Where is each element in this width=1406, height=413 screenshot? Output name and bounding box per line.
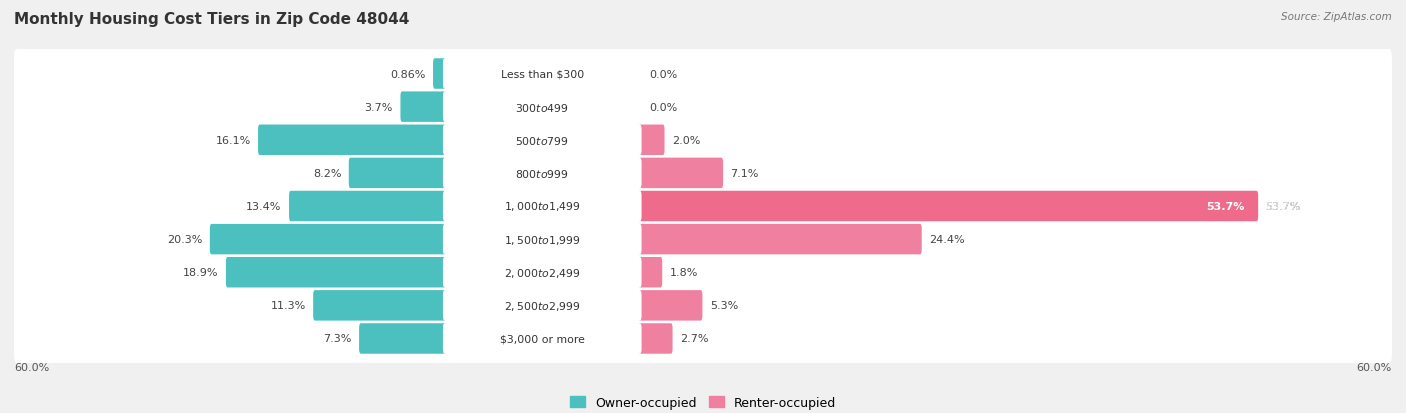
FancyBboxPatch shape (14, 214, 1392, 265)
Text: 13.4%: 13.4% (246, 202, 281, 211)
FancyBboxPatch shape (359, 323, 446, 354)
FancyBboxPatch shape (14, 49, 1392, 100)
FancyBboxPatch shape (14, 181, 1392, 232)
Text: 60.0%: 60.0% (14, 362, 49, 372)
FancyBboxPatch shape (401, 92, 446, 123)
FancyBboxPatch shape (443, 224, 641, 255)
Text: 60.0%: 60.0% (1357, 362, 1392, 372)
Text: 0.86%: 0.86% (391, 69, 426, 79)
Text: 24.4%: 24.4% (929, 235, 965, 244)
FancyBboxPatch shape (209, 224, 446, 255)
Text: 53.7%: 53.7% (1265, 202, 1301, 211)
FancyBboxPatch shape (443, 290, 641, 321)
Text: 5.3%: 5.3% (710, 301, 738, 311)
Text: 53.7%: 53.7% (1206, 202, 1244, 211)
FancyBboxPatch shape (638, 290, 703, 321)
FancyBboxPatch shape (638, 158, 723, 189)
Legend: Owner-occupied, Renter-occupied: Owner-occupied, Renter-occupied (565, 391, 841, 413)
FancyBboxPatch shape (14, 148, 1392, 199)
Text: 2.7%: 2.7% (681, 334, 709, 344)
FancyBboxPatch shape (433, 59, 446, 90)
FancyBboxPatch shape (638, 257, 662, 288)
Text: 11.3%: 11.3% (270, 301, 305, 311)
Text: $800 to $999: $800 to $999 (516, 168, 569, 179)
Text: 1.8%: 1.8% (669, 268, 697, 278)
Text: $2,000 to $2,499: $2,000 to $2,499 (503, 266, 581, 279)
FancyBboxPatch shape (443, 191, 641, 222)
Text: 53.7%: 53.7% (1265, 202, 1301, 211)
Text: 2.0%: 2.0% (672, 135, 700, 145)
Text: $300 to $499: $300 to $499 (516, 102, 569, 113)
Text: $3,000 or more: $3,000 or more (499, 334, 585, 344)
FancyBboxPatch shape (443, 257, 641, 288)
Text: 0.0%: 0.0% (650, 102, 678, 112)
Text: $500 to $799: $500 to $799 (516, 135, 569, 146)
FancyBboxPatch shape (14, 82, 1392, 133)
Text: 16.1%: 16.1% (215, 135, 250, 145)
Text: Source: ZipAtlas.com: Source: ZipAtlas.com (1281, 12, 1392, 22)
FancyBboxPatch shape (314, 290, 446, 321)
Text: 7.1%: 7.1% (731, 169, 759, 178)
FancyBboxPatch shape (443, 125, 641, 156)
FancyBboxPatch shape (349, 158, 446, 189)
Text: 8.2%: 8.2% (312, 169, 342, 178)
FancyBboxPatch shape (638, 191, 1258, 222)
Text: $2,500 to $2,999: $2,500 to $2,999 (503, 299, 581, 312)
Text: Monthly Housing Cost Tiers in Zip Code 48044: Monthly Housing Cost Tiers in Zip Code 4… (14, 12, 409, 27)
FancyBboxPatch shape (14, 280, 1392, 331)
FancyBboxPatch shape (259, 125, 446, 156)
FancyBboxPatch shape (14, 313, 1392, 364)
Text: 7.3%: 7.3% (323, 334, 352, 344)
Text: $1,000 to $1,499: $1,000 to $1,499 (503, 200, 581, 213)
Text: $1,500 to $1,999: $1,500 to $1,999 (503, 233, 581, 246)
Text: 0.0%: 0.0% (650, 69, 678, 79)
Text: 20.3%: 20.3% (167, 235, 202, 244)
FancyBboxPatch shape (443, 158, 641, 189)
FancyBboxPatch shape (638, 224, 922, 255)
FancyBboxPatch shape (443, 323, 641, 354)
Text: 3.7%: 3.7% (364, 102, 392, 112)
Text: 18.9%: 18.9% (183, 268, 218, 278)
FancyBboxPatch shape (290, 191, 446, 222)
FancyBboxPatch shape (14, 115, 1392, 166)
FancyBboxPatch shape (443, 59, 641, 90)
Text: Less than $300: Less than $300 (501, 69, 583, 79)
FancyBboxPatch shape (443, 92, 641, 123)
FancyBboxPatch shape (638, 125, 665, 156)
FancyBboxPatch shape (226, 257, 446, 288)
FancyBboxPatch shape (638, 323, 672, 354)
FancyBboxPatch shape (14, 247, 1392, 298)
